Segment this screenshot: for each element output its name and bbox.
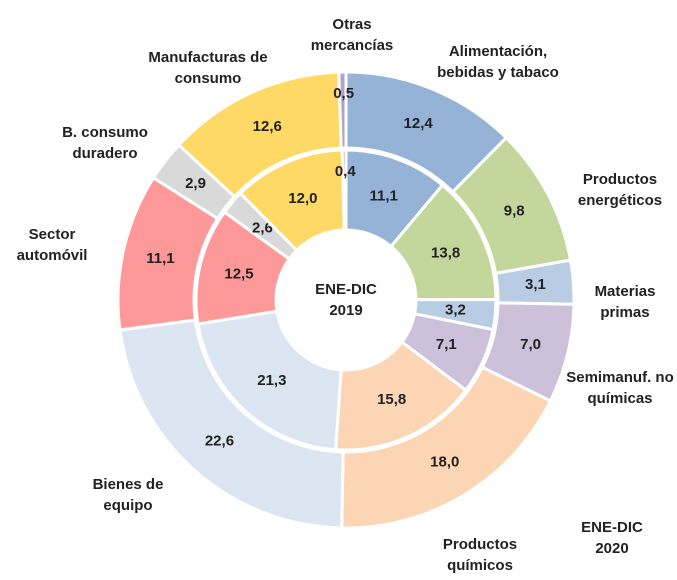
value-label: 21,3: [257, 372, 286, 389]
value-label: 11,1: [146, 250, 174, 267]
value-label: 7,1: [436, 336, 457, 353]
value-label: 11,1: [369, 188, 397, 205]
value-label: 7,0: [520, 336, 541, 353]
series-label: ENE-DIC 2019: [315, 281, 377, 319]
category-label: Alimentación, bebidas y tabaco: [437, 43, 559, 81]
category-label: Productos energéticos: [577, 171, 663, 209]
value-label: 12,5: [224, 266, 253, 283]
value-label: 13,8: [431, 244, 460, 261]
value-label: 9,8: [504, 203, 525, 220]
value-label: 12,6: [253, 118, 282, 135]
value-label: 3,1: [525, 276, 546, 293]
category-label: Otras mercancías: [310, 16, 394, 54]
value-label: 22,6: [205, 433, 234, 450]
category-label: Bienes de equipo: [92, 476, 164, 514]
value-label: 0,5: [333, 85, 354, 102]
category-label: Manufacturas de consumo: [148, 49, 268, 87]
category-label: B. consumo duradero: [62, 124, 148, 162]
value-label: 15,8: [377, 391, 406, 408]
donut-slice: [340, 148, 348, 232]
donut-slice: [334, 340, 468, 452]
value-label: 12,4: [404, 115, 434, 132]
value-label: 0,4: [335, 163, 357, 180]
value-label: 3,2: [445, 302, 466, 319]
category-label: Productos químicos: [442, 536, 518, 574]
value-label: 2,6: [252, 219, 273, 236]
donut-slice: [196, 309, 343, 452]
donut-slice: [337, 70, 348, 150]
value-label: 12,0: [288, 190, 317, 207]
category-label: Semimanuf. no químicas: [566, 369, 674, 407]
category-label: Materias primas: [594, 283, 656, 321]
value-label: 2,9: [185, 175, 206, 192]
category-label: Sector automóvil: [16, 226, 88, 264]
value-label: 18,0: [430, 453, 459, 470]
series-label: ENE-DIC 2020: [581, 519, 643, 557]
